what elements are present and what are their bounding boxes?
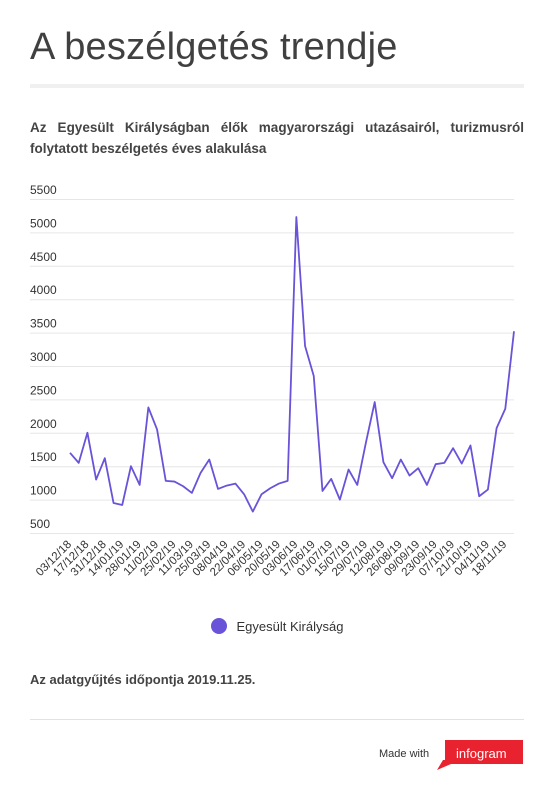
y-tick-label: 5500 xyxy=(30,185,57,197)
y-tick-label: 2500 xyxy=(30,383,57,397)
page-title: A beszélgetés trendje xyxy=(30,26,398,68)
y-tick-label: 1000 xyxy=(30,484,57,498)
data-point[interactable] xyxy=(317,486,327,496)
data-point[interactable] xyxy=(65,448,75,458)
data-point[interactable] xyxy=(405,471,415,481)
data-point[interactable] xyxy=(335,495,345,505)
data-point[interactable] xyxy=(500,404,510,414)
y-tick-label: 3000 xyxy=(30,350,57,364)
legend[interactable]: Egyesült Királyság xyxy=(0,618,554,634)
data-point[interactable] xyxy=(352,480,362,490)
y-tick-label: 4000 xyxy=(30,283,57,297)
data-point[interactable] xyxy=(143,402,153,412)
series-line-egyesult-kiralysag[interactable] xyxy=(69,216,515,513)
data-point[interactable] xyxy=(196,468,206,478)
legend-swatch xyxy=(210,618,227,634)
data-point[interactable] xyxy=(509,326,519,336)
y-tick-label: 500 xyxy=(30,517,50,531)
grid-lines xyxy=(30,199,514,534)
data-point[interactable] xyxy=(370,397,380,407)
line-chart: 5500 5000 4500 4000 3500 3000 2500 2000 1500 1000… xyxy=(30,185,519,579)
data-point[interactable] xyxy=(283,476,293,486)
y-tick-label: 5000 xyxy=(30,216,57,230)
data-point[interactable] xyxy=(257,489,267,499)
y-tick-label: 2000 xyxy=(30,417,57,431)
y-axis-labels: 5500 5000 4500 4000 3500 3000 2500 2000 1500 1000… xyxy=(30,185,57,531)
data-point[interactable] xyxy=(248,507,258,517)
data-point[interactable] xyxy=(117,500,127,510)
y-tick-label: 3500 xyxy=(30,317,57,331)
data-point[interactable] xyxy=(213,484,223,494)
y-tick-label: 1500 xyxy=(30,450,57,464)
title-divider xyxy=(30,84,524,88)
data-point[interactable] xyxy=(465,440,475,450)
data-point[interactable] xyxy=(178,481,188,491)
data-point[interactable] xyxy=(152,424,162,434)
data-point[interactable] xyxy=(309,371,319,381)
data-collection-note: Az adatgyűjtés időpontja 2019.11.25. xyxy=(30,672,256,687)
data-point[interactable] xyxy=(457,459,467,469)
data-point[interactable] xyxy=(300,341,310,351)
infogram-logo[interactable] xyxy=(437,740,523,770)
data-point[interactable] xyxy=(483,485,493,495)
data-point[interactable] xyxy=(82,428,92,438)
data-point[interactable] xyxy=(187,488,197,498)
data-point[interactable] xyxy=(291,212,301,222)
data-point[interactable] xyxy=(344,465,354,475)
data-point[interactable] xyxy=(378,457,388,467)
data-point[interactable] xyxy=(274,479,284,489)
data-point[interactable] xyxy=(126,461,136,471)
data-point[interactable] xyxy=(474,491,484,501)
data-point[interactable] xyxy=(439,458,449,468)
data-point[interactable] xyxy=(230,479,240,489)
data-point[interactable] xyxy=(361,437,371,447)
x-axis-labels: 03/12/1817/12/1831/12/1814/01/1928/01/19… xyxy=(34,539,509,579)
chart-subtitle: Az Egyesült Királyságban élők magyarorsz… xyxy=(30,120,524,156)
data-point[interactable] xyxy=(161,476,171,486)
footer-divider xyxy=(30,719,524,720)
data-point[interactable] xyxy=(204,455,214,465)
y-tick-label: 4500 xyxy=(30,250,57,264)
data-point[interactable] xyxy=(100,453,110,463)
data-point[interactable] xyxy=(448,443,458,453)
infogram-logo-text: infogram xyxy=(456,746,507,761)
made-with-label: Made with xyxy=(379,748,430,760)
data-point[interactable] xyxy=(91,475,101,485)
legend-label: Egyesült Királyság xyxy=(236,618,344,634)
data-point[interactable] xyxy=(265,483,275,493)
data-point[interactable] xyxy=(387,473,397,483)
data-point[interactable] xyxy=(396,455,406,465)
series-layer xyxy=(65,212,519,517)
data-point[interactable] xyxy=(239,489,249,499)
data-point[interactable] xyxy=(422,480,432,490)
data-point[interactable] xyxy=(169,477,179,487)
data-point[interactable] xyxy=(326,474,336,484)
data-point[interactable] xyxy=(413,463,423,473)
data-point[interactable] xyxy=(74,458,84,468)
data-point[interactable] xyxy=(431,459,441,469)
data-point[interactable] xyxy=(222,481,232,491)
data-point[interactable] xyxy=(135,480,145,490)
data-point[interactable] xyxy=(109,498,119,508)
data-point[interactable] xyxy=(492,423,502,433)
